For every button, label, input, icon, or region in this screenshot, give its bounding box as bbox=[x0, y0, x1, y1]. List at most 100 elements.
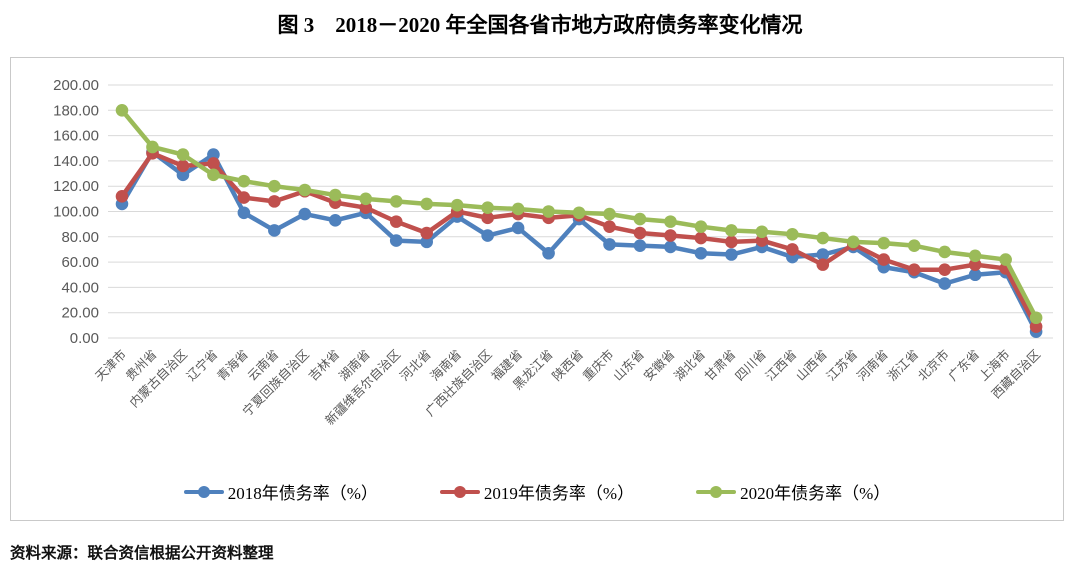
data-point bbox=[572, 206, 586, 220]
data-point bbox=[450, 198, 464, 212]
y-tick-label: 180.00 bbox=[53, 102, 99, 119]
data-point bbox=[725, 248, 738, 261]
y-tick-label: 160.00 bbox=[53, 128, 99, 145]
data-point bbox=[877, 236, 891, 250]
data-point bbox=[542, 246, 555, 260]
data-point bbox=[298, 207, 312, 221]
data-point bbox=[207, 157, 220, 170]
data-point bbox=[938, 277, 951, 290]
x-category-label: 江苏省 bbox=[823, 347, 860, 384]
legend-item-2019: 2019年债务率（%） bbox=[439, 479, 635, 504]
x-category-label: 山西省 bbox=[794, 347, 830, 383]
data-point bbox=[237, 206, 251, 220]
x-category-label: 安徽省 bbox=[640, 347, 677, 384]
legend-item-2020: 2020年债务率（%） bbox=[696, 479, 890, 504]
data-point bbox=[846, 235, 860, 249]
data-point bbox=[907, 239, 921, 252]
data-point bbox=[481, 201, 494, 215]
data-point bbox=[877, 253, 891, 266]
y-tick-label: 20.00 bbox=[61, 305, 99, 322]
data-point bbox=[603, 207, 616, 221]
data-point bbox=[328, 188, 342, 202]
data-point bbox=[359, 201, 373, 215]
data-point bbox=[146, 140, 159, 154]
data-point bbox=[420, 226, 434, 240]
x-category-label: 重庆市 bbox=[580, 347, 617, 384]
data-point bbox=[694, 246, 708, 260]
data-point bbox=[359, 192, 373, 206]
legend-marker-2020-icon bbox=[696, 485, 737, 498]
data-point bbox=[511, 202, 525, 216]
data-point bbox=[389, 215, 403, 228]
data-point bbox=[786, 243, 799, 256]
data-point bbox=[633, 239, 647, 252]
y-tick-label: 200.00 bbox=[53, 77, 99, 94]
legend-label-2020: 2020年债务率（%） bbox=[740, 484, 891, 503]
data-point bbox=[938, 263, 951, 276]
data-point bbox=[694, 231, 708, 245]
data-point bbox=[999, 253, 1012, 266]
data-point bbox=[237, 191, 251, 204]
y-tick-label: 100.00 bbox=[53, 204, 99, 221]
data-point bbox=[968, 268, 982, 282]
x-category-label: 天津市 bbox=[92, 347, 129, 384]
data-point bbox=[420, 197, 434, 211]
data-point bbox=[511, 221, 525, 235]
chart-area: 0.00 20.00 40.00 60.00 80.00 100.00 120.00 140.… bbox=[10, 57, 1064, 521]
data-point bbox=[389, 195, 403, 208]
data-point bbox=[938, 245, 951, 259]
data-point bbox=[968, 249, 982, 263]
data-point bbox=[268, 195, 281, 208]
data-point bbox=[115, 104, 129, 117]
y-tick-label: 60.00 bbox=[61, 254, 99, 271]
data-point bbox=[481, 211, 494, 225]
x-category-label: 湖北省 bbox=[671, 347, 708, 384]
x-category-label: 河南省 bbox=[854, 347, 891, 384]
x-category-label: 广东省 bbox=[946, 347, 982, 383]
data-point bbox=[725, 224, 738, 237]
y-tick-label: 40.00 bbox=[61, 279, 99, 296]
source-note: 资料来源：联合资信根据公开资料整理 bbox=[10, 545, 274, 562]
x-category-label: 四川省 bbox=[733, 347, 769, 383]
x-category-label: 吉林省 bbox=[306, 347, 342, 383]
data-point bbox=[268, 224, 281, 237]
data-point bbox=[664, 215, 677, 228]
legend-label-2019: 2019年债务率（%） bbox=[483, 484, 635, 503]
data-point bbox=[176, 148, 190, 161]
data-point bbox=[1029, 311, 1043, 325]
data-point bbox=[389, 234, 403, 247]
data-point bbox=[603, 220, 616, 233]
y-tick-label: 140.00 bbox=[53, 153, 99, 170]
data-point bbox=[968, 258, 982, 271]
x-category-label: 陕西省 bbox=[549, 347, 586, 384]
data-point bbox=[115, 190, 129, 203]
series-line-2018 bbox=[119, 149, 1039, 334]
chart-legend: 2018年债务率（%） 2019年债务率（%） 2020年债务率（%） bbox=[11, 479, 1063, 504]
y-tick-label: 120.00 bbox=[53, 178, 99, 195]
x-category-label: 山东省 bbox=[611, 347, 647, 383]
data-point bbox=[755, 225, 769, 239]
chart-svg: 0.00 20.00 40.00 60.00 80.00 100.00 120.00 140.… bbox=[53, 77, 1053, 428]
chart-title: 图 3 2018－2020 年全国各省市地方政府债务率变化情况 bbox=[277, 13, 803, 37]
data-point bbox=[633, 226, 647, 240]
data-point bbox=[725, 235, 738, 249]
data-point bbox=[786, 227, 799, 241]
series-line-2019 bbox=[119, 151, 1039, 329]
x-category-label: 浙江省 bbox=[884, 347, 921, 384]
data-point bbox=[298, 183, 312, 197]
data-point bbox=[268, 179, 281, 193]
data-point bbox=[664, 229, 677, 242]
x-category-label: 北京市 bbox=[915, 347, 952, 384]
data-point bbox=[207, 168, 220, 182]
data-point bbox=[907, 263, 921, 276]
x-category-label: 甘肃省 bbox=[702, 347, 738, 383]
data-point bbox=[816, 248, 830, 261]
y-tick-label: 0.00 bbox=[70, 330, 99, 347]
data-point bbox=[816, 231, 830, 245]
x-category-label: 河北省 bbox=[397, 347, 433, 383]
legend-label-2018: 2018年债务率（%） bbox=[227, 484, 378, 503]
x-category-label: 青海省 bbox=[214, 347, 251, 384]
data-point bbox=[481, 229, 494, 242]
data-point bbox=[1029, 320, 1043, 333]
